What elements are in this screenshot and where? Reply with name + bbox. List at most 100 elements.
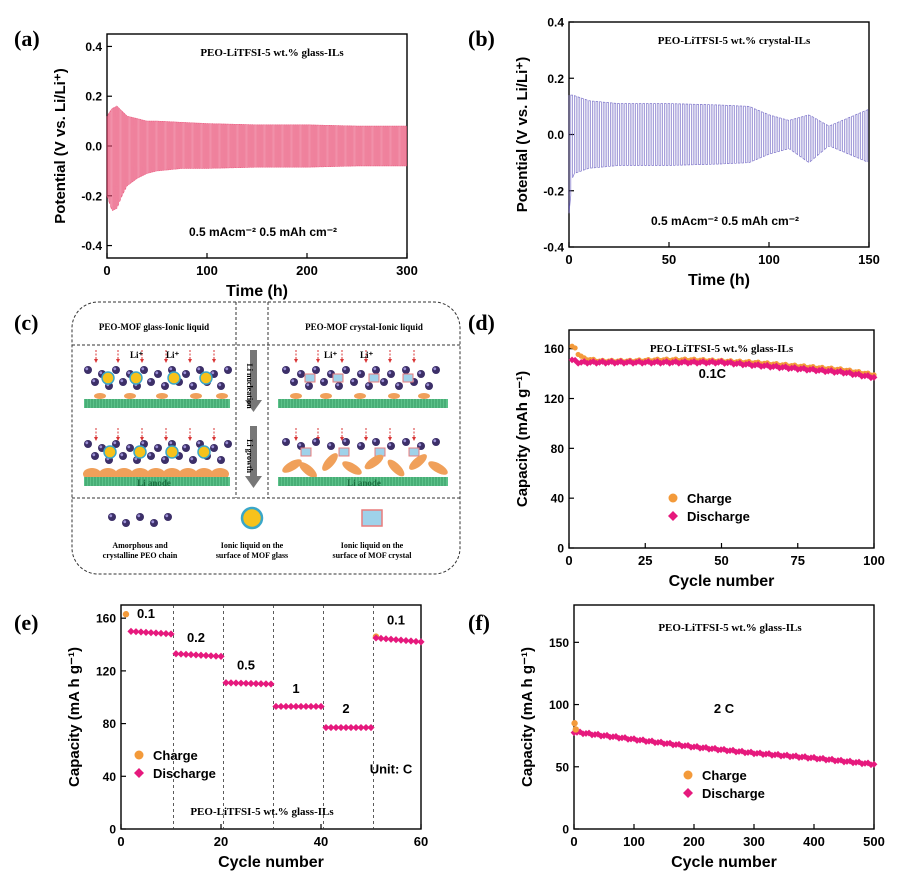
li-flux-arrowhead	[140, 437, 144, 441]
li-deposit	[190, 393, 202, 399]
anode-label-left: Li anode	[137, 478, 171, 488]
y-tick-label: 160	[96, 612, 116, 626]
peo-bead	[350, 378, 358, 386]
peo-bead-highlight	[165, 514, 169, 518]
discharge-point	[212, 652, 220, 660]
discharge-point	[272, 702, 280, 711]
discharge-point	[177, 650, 185, 658]
peo-bead	[189, 382, 197, 390]
peo-bead-highlight	[218, 383, 222, 387]
peo-bead-highlight	[113, 367, 117, 371]
annotation: 0.5 mAcm⁻² 0.5 mAh cm⁻²	[651, 214, 799, 228]
discharge-point	[127, 627, 135, 635]
y-tick-label: 50	[556, 760, 570, 774]
legend-label: Charge	[702, 768, 747, 783]
y-tick-label: 40	[551, 492, 565, 506]
peo-bead	[432, 438, 440, 446]
discharge-point	[412, 637, 420, 646]
li-flux-arrowhead	[388, 359, 392, 363]
peo-bead	[387, 370, 395, 378]
peo-bead	[372, 438, 380, 446]
li-flux-arrowhead	[212, 437, 216, 441]
legend-marker-discharge	[668, 511, 678, 521]
peo-bead-highlight	[403, 439, 407, 443]
x-tick-label: 150	[858, 252, 880, 267]
discharge-point	[861, 372, 869, 380]
li-dendrite	[387, 459, 405, 477]
y-tick-label: 120	[96, 664, 116, 678]
peo-bead	[217, 456, 225, 464]
discharge-point	[132, 628, 140, 636]
schematic-frame	[71, 301, 461, 575]
x-tick-label: 100	[196, 263, 218, 278]
unit-label: Unit: C	[370, 762, 413, 777]
discharge-point	[292, 702, 300, 711]
y-tick-label: -0.2	[81, 189, 102, 203]
discharge-point	[402, 636, 410, 645]
peo-bead	[402, 438, 410, 446]
y-axis-label: Capacity (mAh g⁻¹)	[514, 371, 531, 507]
discharge-point	[227, 679, 235, 687]
discharge-point	[312, 702, 320, 711]
mof-glass-particle	[165, 445, 179, 459]
peo-bead	[395, 382, 403, 390]
peo-bead-highlight	[162, 383, 166, 387]
y-tick-label: 80	[103, 717, 117, 731]
x-tick-label: 0	[565, 252, 572, 267]
peo-bead-highlight	[127, 371, 131, 375]
legend-peo-line1: Amorphous and	[112, 541, 168, 550]
charge-point	[122, 611, 130, 618]
rate-label: 0.2	[187, 630, 205, 645]
x-tick-label: 500	[863, 834, 885, 849]
li-ion-label: Li⁺	[360, 350, 374, 360]
peo-bead-highlight	[190, 383, 194, 387]
peo-bead	[297, 370, 305, 378]
discharge-point	[317, 702, 325, 711]
peo-bead-highlight	[148, 379, 152, 383]
chart-a: 0 100 200 300 -0.4 -0.2 0.0 0.2 0.4 Time (h) Poten…	[52, 33, 418, 300]
li-anode	[278, 477, 448, 486]
x-axis-label: Cycle number	[671, 854, 777, 871]
peo-bead-highlight	[313, 367, 317, 371]
discharge-point	[387, 635, 395, 643]
peo-bead-highlight	[109, 514, 113, 518]
peo-bead	[91, 378, 99, 386]
schematic-drawing	[83, 350, 448, 530]
li-ion-label: Li⁺	[130, 350, 144, 360]
peo-bead	[432, 366, 440, 374]
discharge-point	[754, 361, 762, 368]
peo-bead-highlight	[169, 367, 173, 371]
peo-bead	[154, 370, 162, 378]
panel-label-c: (c)	[14, 310, 38, 335]
x-tick-label: 0	[565, 553, 572, 568]
li-flux-arrowhead	[116, 437, 120, 441]
mof-crystal-particle	[332, 373, 344, 383]
li-anode	[84, 399, 230, 408]
peo-bead-highlight	[197, 367, 201, 371]
discharge-point	[232, 679, 240, 687]
x-tick-label: 100	[758, 252, 780, 267]
x-tick-label: 300	[396, 263, 418, 278]
y-tick-label: 80	[551, 442, 565, 456]
discharge-point	[192, 651, 200, 659]
x-tick-label: 200	[683, 834, 705, 849]
discharge-point	[397, 636, 405, 644]
discharge-point	[739, 361, 747, 369]
chart-f: 0 100 200 300 400 500 0 50 100 150 Cycle number Cap…	[519, 604, 885, 871]
discharge-point	[167, 630, 175, 638]
annotation: 0.5 mAcm⁻² 0.5 mAh cm⁻²	[189, 225, 337, 239]
legend-crystal-line2: surface of MOF crystal	[332, 551, 412, 560]
li-ion-label: Li⁺	[324, 350, 338, 360]
nucleation-label: Li nucleation	[245, 363, 254, 409]
peo-bead-highlight	[396, 383, 400, 387]
x-tick-label: 20	[214, 834, 228, 849]
li-flux-arrowhead	[412, 359, 416, 363]
discharge-point	[222, 679, 230, 687]
discharge-point	[207, 652, 215, 660]
peo-bead-highlight	[283, 439, 287, 443]
peo-bead-highlight	[321, 379, 325, 383]
peo-bead-highlight	[99, 445, 103, 449]
peo-bead-highlight	[99, 371, 103, 375]
discharge-point	[733, 360, 741, 368]
peo-bead-highlight	[123, 520, 127, 524]
